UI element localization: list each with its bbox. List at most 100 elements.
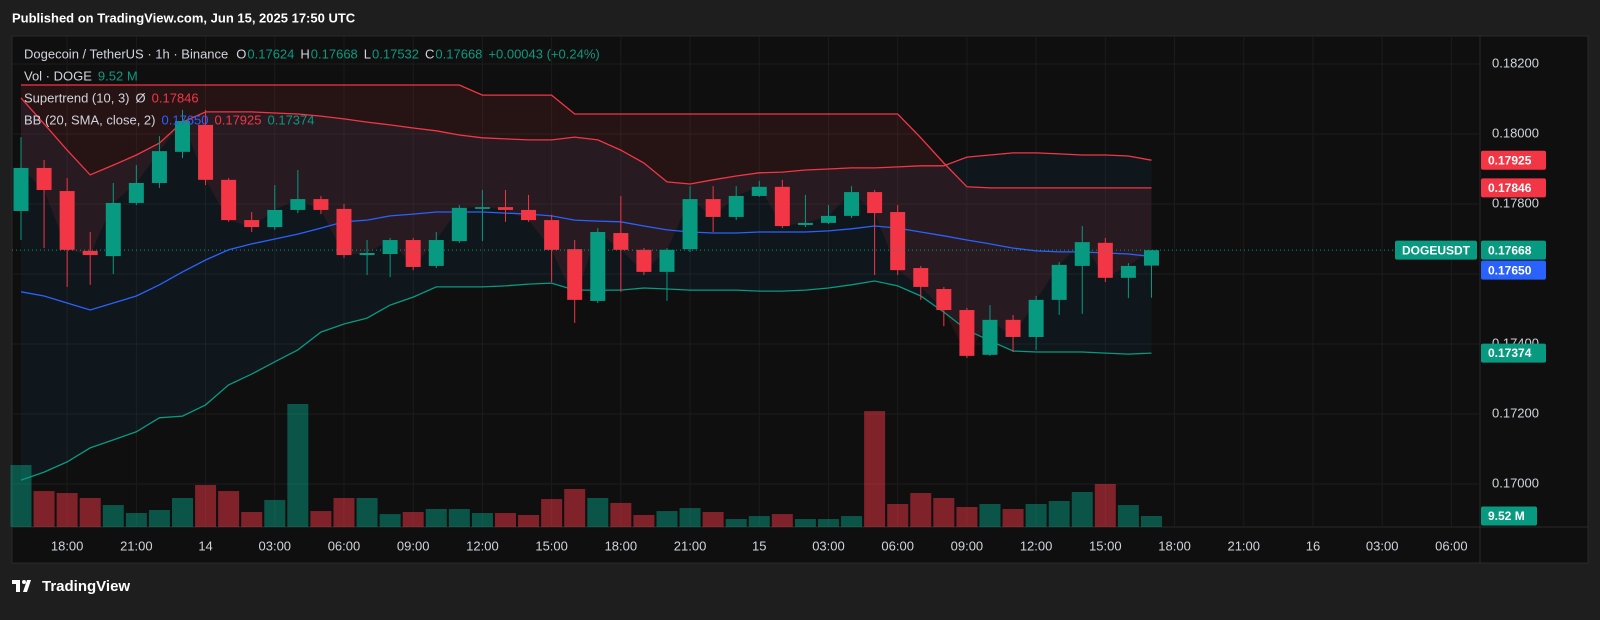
candle-body [705,199,721,217]
volume-bar [195,485,217,527]
candle-body [382,240,398,255]
volume-bar [679,508,701,527]
legend-text: Dogecoin / TetherUS · 1h · Binance [24,46,228,61]
candle-body [636,249,652,272]
volume-bar [1140,515,1162,527]
logo-shape [23,580,31,592]
volume-bar [910,493,932,527]
candle-body [451,207,467,242]
volume-bar [1048,500,1070,527]
volume-bar [379,514,401,527]
candle-body [174,121,190,152]
candle-body [820,215,836,223]
price-tag-label: 0.17846 [1488,181,1532,195]
price-tag [1481,178,1546,198]
candle-body [428,240,444,266]
candle-body [290,199,306,210]
candle-body [336,208,352,256]
legend-text: Ø [136,90,146,105]
x-tick-label: 14 [198,538,212,553]
volume-bar [518,514,540,527]
candle-body [313,199,329,210]
volume-bar [1094,483,1116,527]
candle-body [1028,299,1044,337]
volume-tag [1481,506,1537,526]
y-tick-label: 0.18000 [1492,125,1539,140]
volume-bar [587,497,609,527]
logo-shape [22,580,26,584]
ticker-tag [1395,240,1477,260]
candle-body [774,186,790,227]
x-tick-label: 18:00 [605,538,638,553]
volume-bar [79,497,101,527]
x-tick-label: 18:00 [1158,538,1191,553]
candle-body [936,289,952,311]
published-note: Published on TradingView.com, Jun 15, 20… [12,10,356,25]
candle-body [728,195,744,217]
y-tick-label: 0.17000 [1492,475,1539,490]
volume-bar [333,497,355,527]
legend-text: C [425,46,434,61]
volume-bar [933,497,955,527]
price-tag-label: 0.17668 [1488,243,1532,257]
volume-bar [448,508,470,527]
legend-text: Supertrend (10, 3) [24,90,130,105]
candle-body [613,233,629,250]
volume-bar [841,516,863,527]
candle-body [36,167,52,190]
x-tick-label: 03:00 [812,538,845,553]
candle-body [105,202,121,257]
volume-bar [125,513,147,527]
price-tag [1481,343,1546,363]
candle-body [474,207,490,209]
candle-body [1051,264,1067,300]
legend-text: 0.17624 [247,46,294,61]
volume-bar [33,491,55,527]
volume-bar [633,514,655,527]
candle-body [751,186,767,196]
volume-bar [102,505,124,527]
candle-body [128,182,144,203]
volume-bar [817,519,839,527]
candle-body [359,252,375,256]
candle-body [221,179,237,221]
tradingview-logo: TradingView [12,578,130,595]
price-tag [1481,260,1546,280]
volume-bar [148,510,170,527]
x-tick-label: 15:00 [535,538,568,553]
candle-body [1143,250,1159,266]
y-tick-label: 0.17800 [1492,195,1539,210]
price-tag-label: 0.17374 [1488,346,1532,360]
candle-body [982,319,998,355]
volume-bar [794,519,816,527]
volume-bar [1071,491,1093,527]
x-tick-label: 06:00 [328,538,361,553]
x-tick-label: 18:00 [51,538,84,553]
legend-text: 0.17650 [162,112,209,127]
volume-bar [564,488,586,527]
legend-text: H [300,46,309,61]
x-tick-label: 06:00 [1435,538,1468,553]
candle-body [521,209,537,221]
x-tick-label: 12:00 [466,538,499,553]
volume-bar [356,497,378,527]
price-tag-label: 0.17925 [1488,153,1532,167]
volume-bar [887,503,909,527]
candle-body [567,249,583,300]
price-tag-label: 0.17650 [1488,263,1532,277]
legend-text: +0.00043 (+0.24%) [488,46,599,61]
volume-bar [241,511,263,527]
candle-body [82,250,98,256]
x-tick-label: 21:00 [674,538,707,553]
volume-tag-label: 9.52 M [1488,509,1525,523]
volume-bar [10,465,32,527]
volume-bar [171,497,193,527]
logo-shape [16,580,20,592]
volume-bar [979,503,1001,527]
volume-bar [771,514,793,527]
volume-bar [610,502,632,527]
volume-bar [702,511,724,527]
candle-body [590,231,606,301]
volume-bar [1025,503,1047,527]
candle-body [405,240,421,267]
